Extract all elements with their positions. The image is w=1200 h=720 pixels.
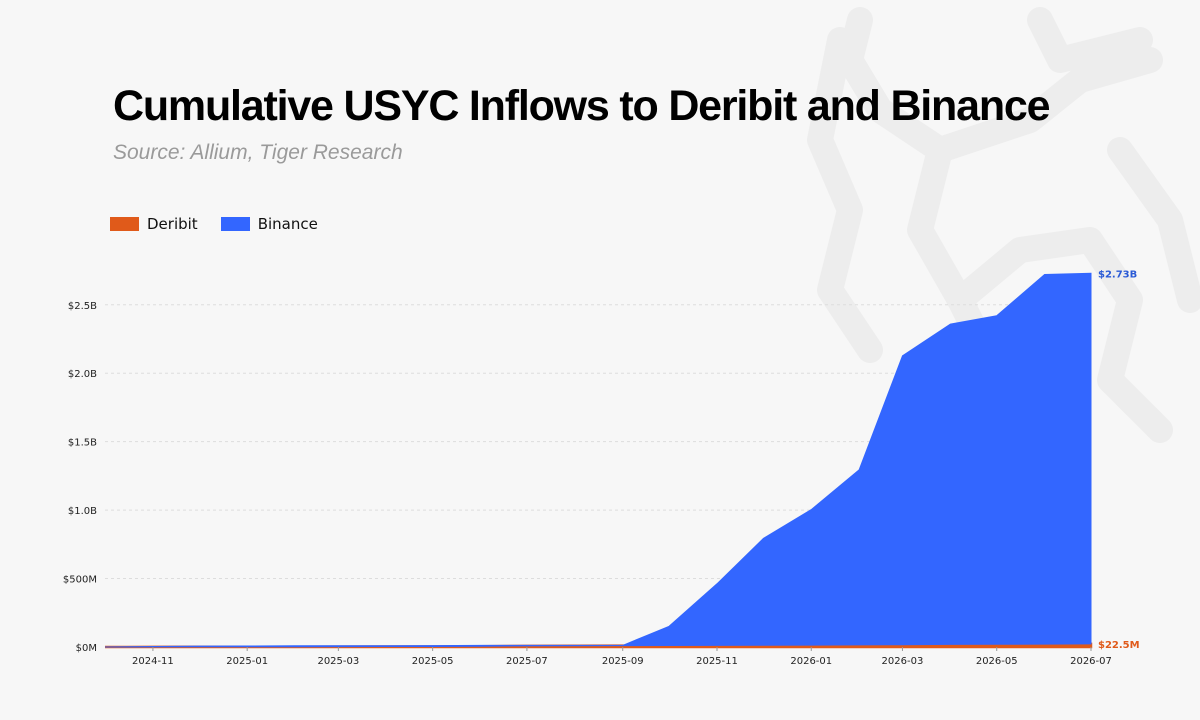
x-tick-label: 2024-11 bbox=[132, 656, 174, 667]
end-label-deribit: $22.5M bbox=[1098, 640, 1140, 651]
end-label-binance: $2.73B bbox=[1098, 269, 1137, 280]
x-tick-label: 2026-01 bbox=[790, 656, 832, 667]
legend-item-deribit[interactable]: Deribit bbox=[110, 215, 198, 233]
chart-subtitle: Source: Allium, Tiger Research bbox=[113, 141, 403, 164]
y-tick-label: $0M bbox=[76, 643, 97, 654]
y-tick-label: $2.0B bbox=[68, 369, 97, 380]
x-tick-label: 2026-07 bbox=[1070, 656, 1112, 667]
x-tick-label: 2025-05 bbox=[412, 656, 454, 667]
y-tick-label: $500M bbox=[63, 575, 97, 586]
x-tick-label: 2025-11 bbox=[696, 656, 738, 667]
legend: Deribit Binance bbox=[110, 215, 341, 233]
chart-title: Cumulative USYC Inflows to Deribit and B… bbox=[113, 82, 1051, 130]
x-tick-label: 2025-03 bbox=[317, 656, 359, 667]
x-tick-label: 2026-05 bbox=[976, 656, 1018, 667]
x-tick-label: 2026-03 bbox=[882, 656, 924, 667]
y-tick-label: $1.0B bbox=[68, 506, 97, 517]
y-tick-label: $1.5B bbox=[68, 438, 97, 449]
legend-swatch-binance bbox=[220, 217, 250, 231]
x-tick-label: 2025-09 bbox=[602, 656, 644, 667]
legend-swatch-deribit bbox=[110, 217, 139, 231]
series-area-binance bbox=[104, 272, 1092, 648]
legend-item-binance[interactable]: Binance bbox=[220, 215, 318, 233]
legend-label-binance: Binance bbox=[257, 215, 318, 233]
x-tick-label: 2025-01 bbox=[226, 656, 268, 667]
y-tick-label: $2.5B bbox=[68, 301, 97, 312]
legend-label-deribit: Deribit bbox=[147, 215, 198, 233]
x-tick-label: 2025-07 bbox=[506, 656, 548, 667]
